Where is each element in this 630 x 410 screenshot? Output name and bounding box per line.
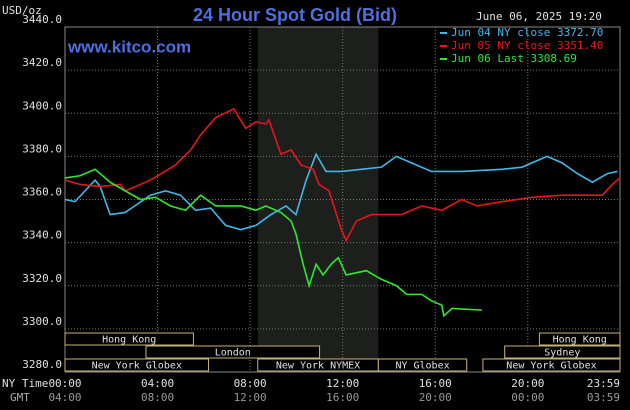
y-tick-label: 3420.0 [22, 56, 62, 69]
gmt-tick-label: 16:00 [326, 391, 359, 404]
gmt-tick-label: 00:00 [511, 391, 544, 404]
x-tick-label: 20:00 [511, 377, 544, 390]
x-tick-label: 00:00 [48, 377, 81, 390]
price-line [64, 152, 618, 231]
legend-label: Jun 04 NY close 3372.70 [451, 26, 603, 39]
session-label: Hong Kong [102, 335, 156, 346]
session-label: New York Globex [506, 361, 596, 372]
site-label: www.kitco.com [67, 37, 191, 56]
y-tick-label: 3320.0 [22, 272, 62, 285]
session-label: New York NYMEX [276, 361, 360, 372]
x2-axis-label: GMT [10, 391, 30, 404]
y-tick-label: 3440.0 [22, 13, 62, 26]
session-box [64, 332, 194, 346]
shaded-range [257, 27, 379, 372]
session-label: New York Globex [92, 361, 182, 372]
y-tick-label: 3380.0 [22, 142, 62, 155]
chart-title: 24 Hour Spot Gold (Bid) [193, 5, 397, 25]
session-label: London [215, 348, 251, 359]
session-box [504, 345, 621, 359]
gmt-tick-label: 04:00 [48, 391, 81, 404]
legend-label: Jun 06 Last 3308.69 [451, 52, 577, 65]
x-tick-label: 08:00 [234, 377, 267, 390]
y-tick-label: 3300.0 [22, 315, 62, 328]
session-box [145, 345, 321, 359]
y-tick-label: 3280.0 [22, 358, 62, 371]
x-axis-label: NY Time [2, 377, 48, 390]
x-tick-label: 04:00 [141, 377, 174, 390]
gmt-tick-label: 03:59 [587, 391, 620, 404]
gmt-tick-label: 20:00 [419, 391, 452, 404]
x-tick-label: 12:00 [326, 377, 359, 390]
price-line [64, 107, 621, 243]
y-axis-label: USD/oz [2, 4, 42, 17]
session-label: NY Globex [395, 361, 449, 372]
session-box [482, 358, 621, 372]
y-tick-label: 3400.0 [22, 99, 62, 112]
session-box [64, 358, 209, 372]
session-box [538, 332, 621, 346]
y-tick-label: 3360.0 [22, 186, 62, 199]
x-tick-label: 23:59 [587, 377, 620, 390]
x-tick-label: 16:00 [419, 377, 452, 390]
legend-label: Jun 05 NY close 3351.40 [451, 39, 603, 52]
y-tick-label: 3340.0 [22, 229, 62, 242]
session-box [377, 358, 468, 372]
timestamp: June 06, 2025 19:20 [476, 10, 602, 23]
session-label: Sydney [544, 348, 580, 359]
session-label: Hong Kong [553, 335, 607, 346]
gmt-tick-label: 12:00 [234, 391, 267, 404]
price-line [64, 168, 482, 318]
gmt-tick-label: 08:00 [141, 391, 174, 404]
